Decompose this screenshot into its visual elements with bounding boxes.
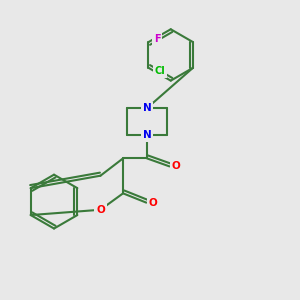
Text: F: F (154, 34, 160, 44)
Text: O: O (149, 198, 158, 208)
Text: Cl: Cl (155, 66, 166, 76)
Text: O: O (172, 161, 181, 171)
Text: O: O (96, 205, 105, 215)
Text: N: N (142, 130, 151, 140)
Text: N: N (142, 103, 151, 113)
